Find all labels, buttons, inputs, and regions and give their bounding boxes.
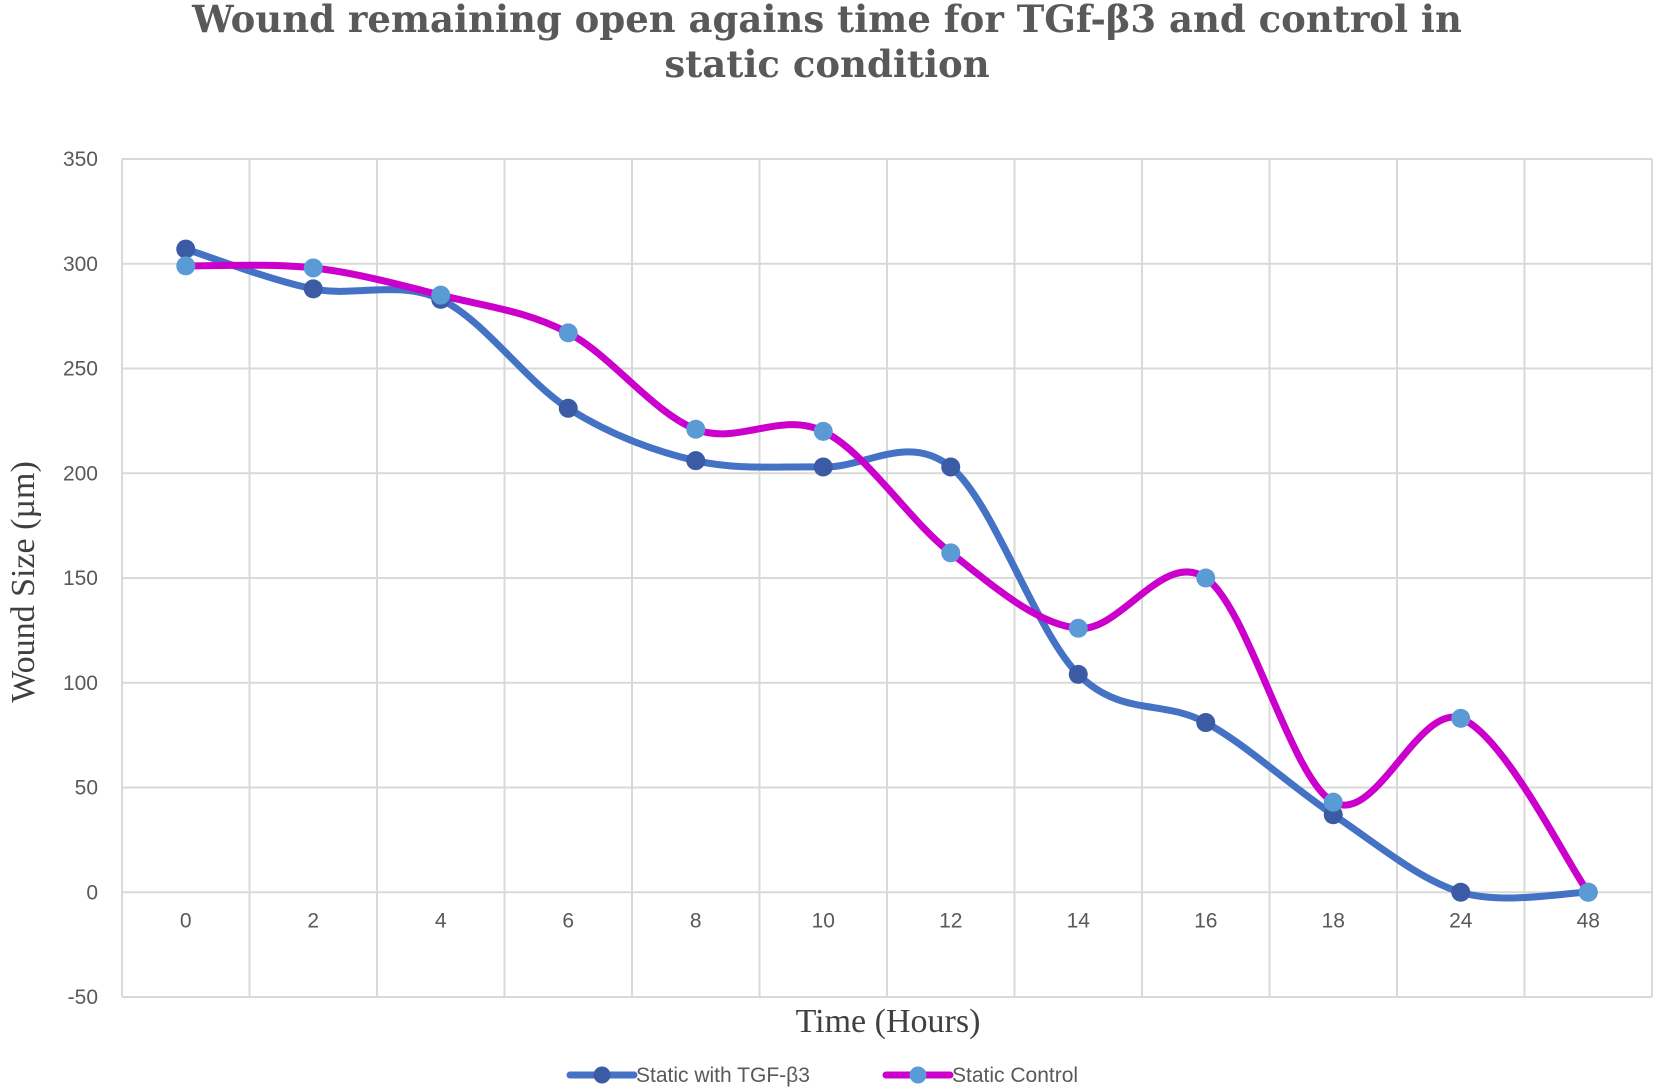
data-point-series-1 [1068,664,1088,684]
y-tick-label: 200 [63,462,98,485]
data-point-series-1 [1196,713,1216,733]
x-tick-label: 14 [1067,909,1091,932]
x-axis-tick-labels: 0 2 4 6 8 10 12 14 16 18 24 48 [180,909,1600,932]
y-tick-label: -50 [68,986,98,1009]
y-tick-label: 100 [63,672,98,695]
y-tick-label: 50 [75,777,98,800]
y-tick-label: 250 [63,358,98,381]
chart-title-line-1: Wound remaining open agains time for TGf… [191,0,1462,41]
x-tick-label: 24 [1449,909,1473,932]
x-tick-label: 18 [1322,909,1345,932]
x-tick-label: 10 [812,909,835,932]
y-tick-label: 0 [86,881,98,904]
y-tick-label: 300 [63,253,98,276]
data-markers [176,239,1598,902]
chart-title-line-2: static condition [664,42,989,86]
x-tick-label: 2 [307,909,319,932]
data-point-series-2 [1068,618,1088,638]
data-point-series-2 [1578,882,1598,902]
x-tick-label: 48 [1577,909,1600,932]
data-point-series-2 [176,256,196,276]
y-axis-title: Wound Size (µm) [5,461,42,703]
x-tick-label: 16 [1194,909,1217,932]
y-tick-label: 150 [63,567,98,590]
data-point-series-2 [1196,568,1216,588]
data-point-series-1 [941,457,961,477]
data-point-series-2 [431,285,451,305]
data-point-series-1 [558,398,578,418]
legend-label-1: Static with TGF-β3 [636,1064,810,1087]
data-point-series-2 [813,421,833,441]
data-point-series-1 [686,451,706,471]
data-point-series-1 [303,279,323,299]
x-axis-title: Time (Hours) [796,1003,981,1040]
data-point-series-1 [1451,882,1471,902]
legend-swatch-marker-2 [909,1066,927,1084]
legend-swatch-marker-1 [593,1066,611,1084]
legend-label-2: Static Control [952,1064,1078,1087]
x-tick-label: 12 [939,909,962,932]
data-point-series-1 [176,239,196,259]
gridlines [121,158,1653,998]
y-axis-tick-labels: -50 0 50 100 150 200 250 300 350 [63,148,98,1009]
data-point-series-2 [558,323,578,343]
data-point-series-2 [941,543,961,563]
data-point-series-1 [813,457,833,477]
data-point-series-2 [303,258,323,278]
x-tick-label: 4 [435,909,447,932]
data-point-series-2 [1451,708,1471,728]
x-tick-label: 8 [690,909,702,932]
y-tick-label: 350 [63,148,98,171]
x-tick-label: 6 [562,909,574,932]
data-point-series-2 [686,419,706,439]
x-tick-label: 0 [180,909,192,932]
data-point-series-2 [1323,792,1343,812]
legend: Static with TGF-β3 Static Control [566,1064,1078,1087]
